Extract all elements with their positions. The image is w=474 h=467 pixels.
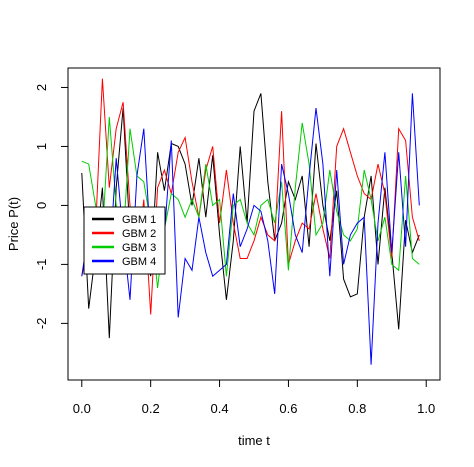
y-tick-label: 2 (34, 84, 49, 91)
legend-items: GBM 1 GBM 2 GBM 3 GBM 4 (92, 214, 156, 268)
x-tick-label: 0.2 (142, 401, 160, 416)
y-axis-label: Price P(t) (6, 197, 21, 251)
y-tick-label: 0 (34, 202, 49, 209)
x-tick-label: 0.0 (73, 401, 91, 416)
legend-label-1: GBM 1 (122, 214, 156, 226)
legend-label-4: GBM 4 (122, 256, 156, 268)
series-line-4 (81, 93, 420, 365)
series-line-3 (81, 116, 420, 289)
series-line-2 (81, 78, 420, 315)
x-tick-label: 0.8 (348, 401, 366, 416)
legend-label-2: GBM 2 (122, 228, 156, 240)
legend: GBM 1 GBM 2 GBM 3 GBM 4 (83, 206, 166, 275)
x-axis-label: time t (238, 433, 270, 448)
legend-box (83, 206, 166, 275)
y-tick-label: -1 (34, 259, 49, 271)
legend-label-3: GBM 3 (122, 242, 156, 254)
y-axis: -2 -1 0 1 2 (34, 84, 69, 330)
y-tick-label: -2 (34, 318, 49, 330)
x-tick-label: 0.6 (279, 401, 297, 416)
x-axis: 0.0 0.2 0.4 0.6 0.8 1.0 (73, 379, 435, 416)
x-tick-label: 1.0 (417, 401, 435, 416)
x-tick-label: 0.4 (211, 401, 229, 416)
y-tick-label: 1 (34, 143, 49, 150)
